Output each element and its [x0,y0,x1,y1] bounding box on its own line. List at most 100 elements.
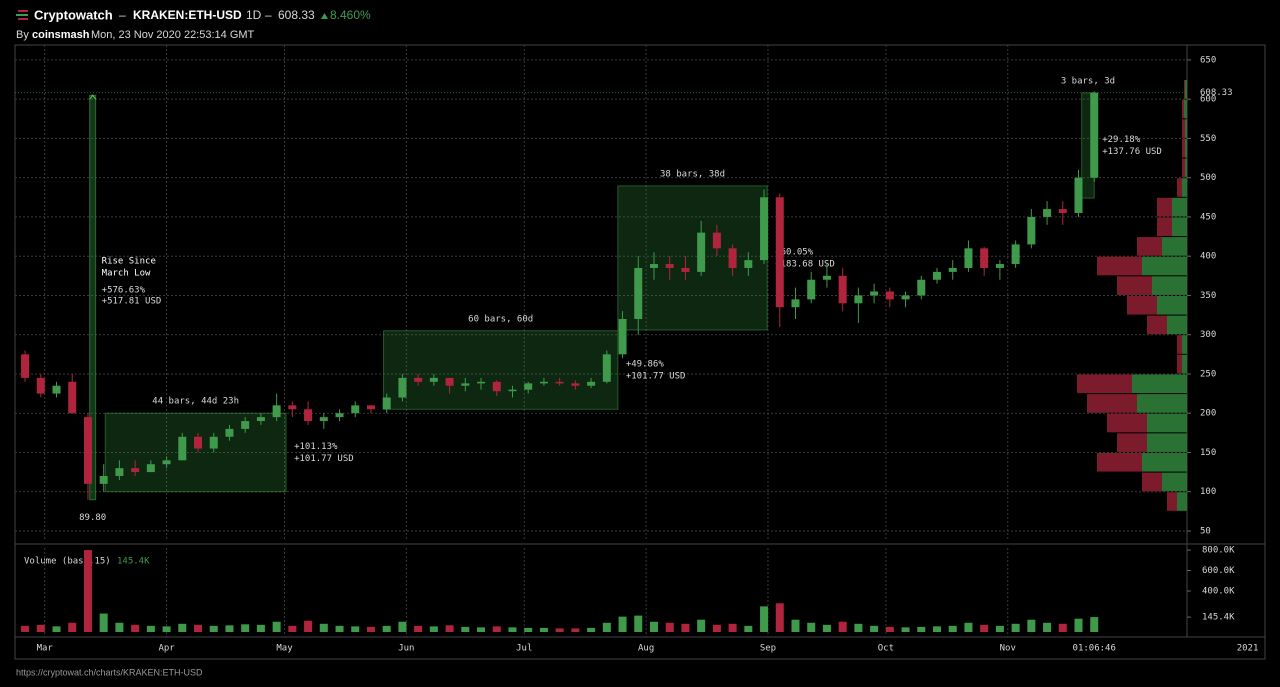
candle-body [917,279,926,296]
profile-bar [1142,472,1162,492]
x-tick-label: 2021 [1237,644,1259,654]
volume-bar [712,624,721,632]
last-price-label: 608.33 [1200,88,1233,98]
url: https://cryptowat.ch/charts/KRAKEN:ETH-U… [16,667,203,677]
candle-body [1011,244,1020,265]
profile-bar [1117,276,1152,295]
volume-bar [414,625,423,632]
candle-body [209,436,218,449]
profile-bar [1142,256,1187,276]
volume-bar [571,628,580,632]
rise-label: March Low [102,269,151,279]
measure-bars: 60 bars, 60d [468,314,533,324]
volume-bar [351,626,360,632]
profile-bar [1137,394,1187,413]
candle-body [555,381,564,384]
measure-pct: +29.18% [1102,135,1141,145]
profile-bar [1185,80,1187,99]
candle-body [508,389,517,392]
volume-bar [1043,622,1052,632]
profile-bar [1185,138,1187,158]
candle-body [649,264,658,268]
profile-bar [1172,197,1187,217]
profile-bar [1182,178,1187,197]
profile-bar [1147,413,1187,433]
volume-bar [1090,617,1099,632]
candle-body [194,436,203,449]
measure-pct: +101.13% [294,442,338,452]
volume-bar [131,624,140,632]
symbol: KRAKEN:ETH-USD [133,8,242,22]
candle-body [587,381,596,386]
author: coinsmash [32,29,90,41]
profile-bar [1184,80,1185,99]
profile-bar [1182,138,1185,158]
x-tick-label: Aug [638,644,654,654]
profile-bar [1127,295,1157,315]
measure-usd: +183.68 USD [775,259,835,269]
candle-body [665,264,674,268]
measure-usd: +101.77 USD [294,454,354,464]
measure-box [617,185,768,331]
profile-bar [1162,472,1187,492]
candle-body [995,264,1004,268]
y-tick-label: 350 [1200,291,1216,301]
candle-body [964,248,973,268]
frame [14,44,1266,660]
volume-bar [508,627,517,632]
x-tick-label: Nov [1000,644,1016,654]
candle-body [52,385,61,394]
profile-bar [1177,492,1187,511]
candle-body [1074,177,1083,214]
candle-body [681,267,690,272]
candle-body [1043,209,1052,217]
candle-body [319,417,328,422]
candle-body [712,232,721,249]
candle-body [697,232,706,272]
profile-bar [1167,315,1187,335]
measure-pct: +60.05% [775,247,814,257]
volume-bar [744,625,753,632]
profile-bar [1185,158,1187,178]
y-tick-label: 50 [1200,526,1211,536]
profile-bar [1167,492,1177,511]
measure-pct: +49.86% [626,360,665,370]
volume-tick-label: 800.0K [1202,546,1235,556]
volume-value: 145.4K [117,557,150,567]
volume-bar [194,624,203,632]
profile-bar [1172,217,1187,237]
volume-bar [634,615,643,632]
volume-bar [319,623,328,632]
y-tick-label: 650 [1200,55,1216,65]
volume-bar [36,624,45,632]
volume-bar [241,624,250,632]
profile-bar [1107,413,1147,433]
y-tick-label: 100 [1200,487,1216,497]
x-tick-label: Jun [398,644,414,654]
volume-bar [870,625,879,632]
y-tick-label: 150 [1200,448,1216,458]
candle-body [477,381,486,384]
candle-body [775,197,784,308]
rise-usd: +517.81 USD [102,297,162,307]
candle-body [398,377,407,398]
candle-body [539,381,548,384]
measure-box [104,412,287,493]
volume-tick-label: 145.4K [1202,613,1235,623]
up-arrow [321,13,328,19]
profile-bar [1182,158,1185,178]
volume-bar [52,626,61,632]
volume-bar [335,625,344,632]
profile-bar [1137,237,1162,256]
candle-body [822,275,831,280]
volume-bar [885,626,894,632]
app-name: Cryptowatch [34,7,113,22]
timestamp: Mon, 23 Nov 2020 22:53:14 GMT [91,29,255,41]
volume-bar [791,619,800,632]
volume-bar [225,625,234,632]
volume-bar [461,626,470,632]
candle-body [618,318,627,355]
low-label: 89.80 [79,513,106,523]
